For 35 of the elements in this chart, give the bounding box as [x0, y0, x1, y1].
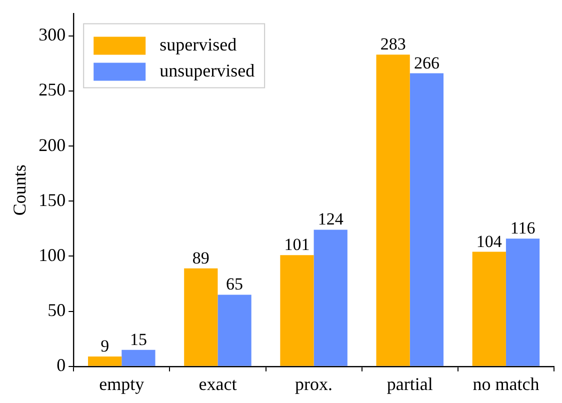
bar: [506, 238, 540, 366]
bar: [88, 356, 122, 366]
legend-label: supervised: [160, 34, 237, 55]
bar: [472, 252, 506, 366]
y-axis-title: Counts: [10, 164, 30, 216]
y-tick-label: 0: [56, 355, 66, 376]
x-tick-label: no match: [472, 374, 540, 394]
bar: [410, 73, 444, 366]
bar: [314, 230, 348, 366]
data-label: 65: [226, 274, 244, 294]
x-tick-label: partial: [386, 374, 433, 394]
data-label: 116: [510, 218, 536, 238]
x-tick-label: prox.: [295, 374, 333, 394]
x-tick-label: empty: [99, 374, 144, 394]
y-tick-label: 150: [38, 190, 66, 210]
bar: [184, 268, 218, 366]
data-label: 9: [100, 336, 110, 356]
data-label: 101: [284, 235, 310, 254]
x-tick-label: exact: [198, 374, 237, 394]
bar: [218, 294, 252, 366]
data-label: 15: [130, 330, 147, 349]
data-label: 283: [380, 34, 406, 54]
data-label: 89: [192, 248, 210, 268]
y-tick-label: 50: [48, 300, 66, 320]
data-label: 124: [318, 210, 344, 229]
bar: [122, 350, 156, 366]
y-tick-label: 250: [38, 80, 66, 100]
data-label: 266: [414, 53, 440, 72]
y-tick-label: 200: [38, 134, 66, 155]
bar: [280, 255, 314, 366]
bar: [376, 54, 410, 366]
y-tick-label: 300: [38, 24, 66, 45]
legend-label: unsupervised: [160, 60, 255, 81]
y-tick-label: 100: [38, 244, 66, 265]
data-label: 104: [476, 232, 502, 251]
